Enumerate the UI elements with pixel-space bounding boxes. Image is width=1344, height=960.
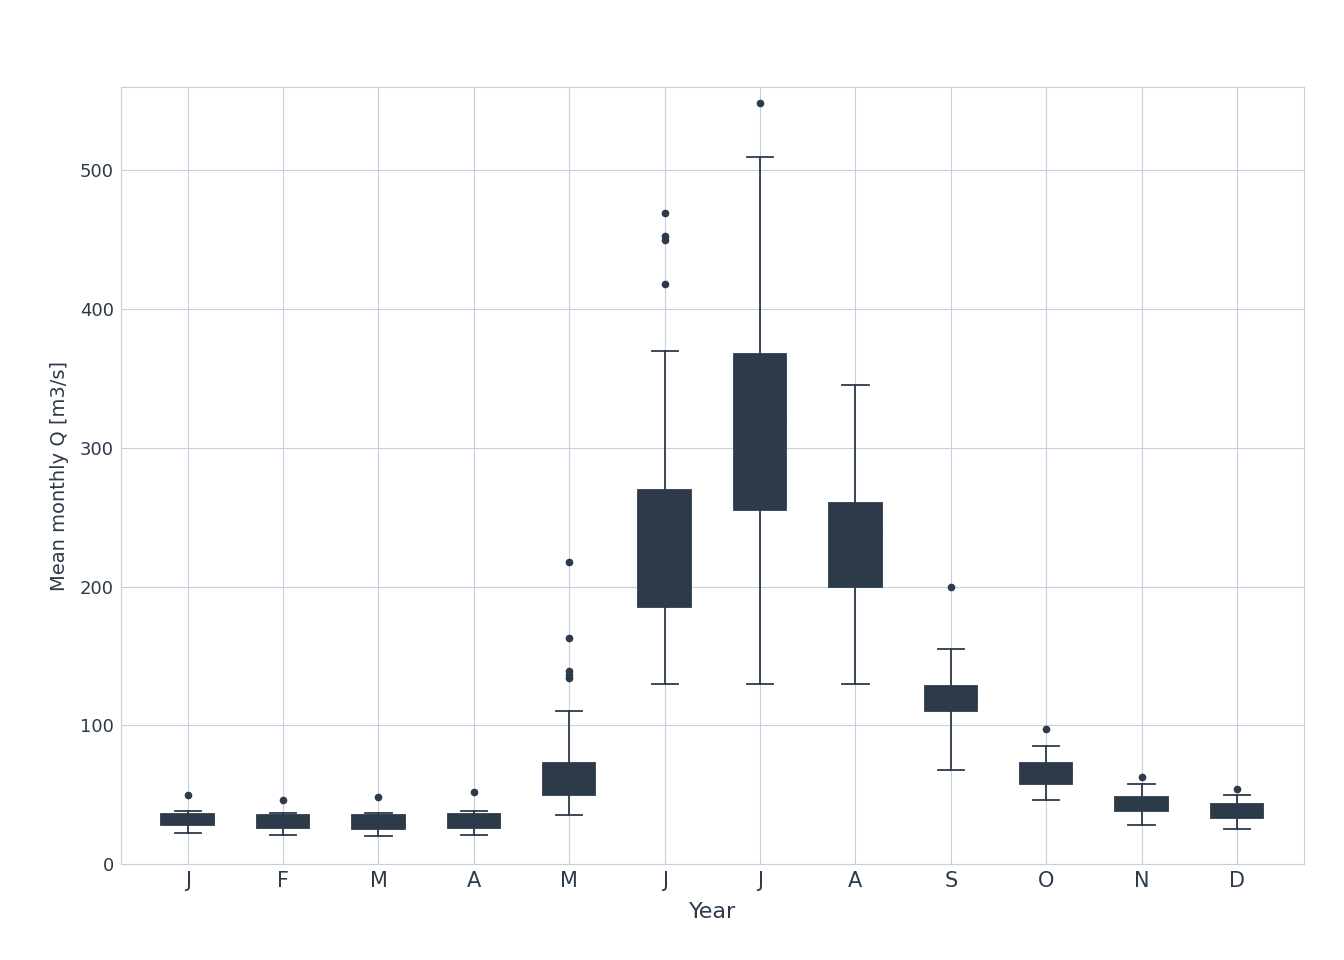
PathPatch shape (257, 815, 309, 828)
PathPatch shape (352, 815, 405, 829)
Y-axis label: Mean monthly Q [m3/s]: Mean monthly Q [m3/s] (50, 361, 69, 590)
PathPatch shape (1020, 763, 1073, 783)
PathPatch shape (829, 503, 882, 587)
PathPatch shape (1211, 804, 1263, 818)
PathPatch shape (734, 353, 786, 511)
PathPatch shape (925, 686, 977, 711)
PathPatch shape (1116, 798, 1168, 811)
PathPatch shape (448, 814, 500, 828)
PathPatch shape (638, 490, 691, 608)
PathPatch shape (543, 763, 595, 795)
X-axis label: Year: Year (688, 902, 737, 922)
PathPatch shape (161, 814, 214, 826)
Text: month.lbl: month.lbl (663, 48, 762, 68)
